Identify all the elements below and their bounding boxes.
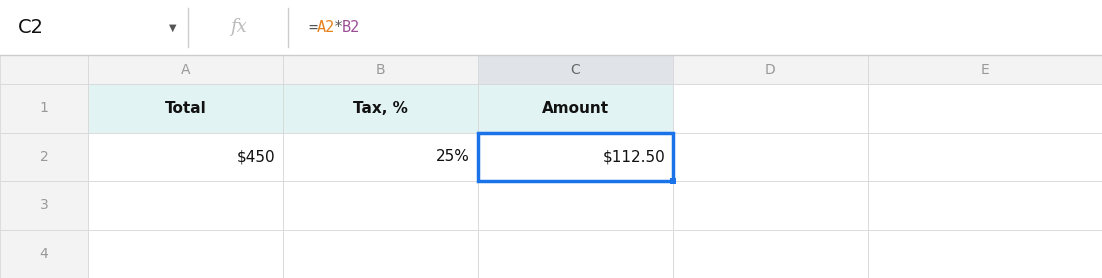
Bar [868, 84, 1102, 133]
Bar [478, 133, 673, 181]
Bar [673, 84, 868, 133]
Bar [868, 133, 1102, 181]
Bar [478, 84, 673, 133]
Bar [283, 55, 478, 84]
Bar [88, 181, 283, 230]
Bar [283, 133, 478, 181]
Text: $112.50: $112.50 [603, 149, 665, 164]
Bar [673, 55, 868, 84]
Text: fx: fx [229, 19, 247, 36]
Text: *: * [334, 20, 343, 35]
Bar [88, 133, 283, 181]
Bar [0, 0, 1102, 55]
Text: A: A [181, 63, 191, 76]
Bar [673, 230, 868, 278]
Bar [283, 84, 478, 133]
Text: 1: 1 [40, 101, 48, 115]
Text: $450: $450 [236, 149, 276, 164]
Text: B: B [376, 63, 386, 76]
Bar [673, 181, 868, 230]
Text: Tax, %: Tax, % [353, 101, 408, 116]
Bar [0, 230, 88, 278]
Bar [0, 84, 88, 133]
Bar [673, 133, 868, 181]
Bar [88, 55, 283, 84]
Bar [868, 55, 1102, 84]
Text: Total: Total [164, 101, 206, 116]
Bar [0, 181, 88, 230]
Text: C: C [571, 63, 581, 76]
Text: 4: 4 [40, 247, 48, 261]
Text: =: = [307, 20, 317, 35]
Bar [478, 55, 673, 84]
Bar [478, 181, 673, 230]
Text: 2: 2 [40, 150, 48, 164]
Bar [478, 133, 673, 181]
Text: A2: A2 [316, 20, 335, 35]
Text: 3: 3 [40, 198, 48, 212]
Bar [0, 55, 88, 84]
Bar [478, 230, 673, 278]
Bar [283, 230, 478, 278]
Text: B2: B2 [342, 20, 360, 35]
Text: D: D [765, 63, 776, 76]
Bar [868, 230, 1102, 278]
Text: C2: C2 [18, 18, 44, 37]
Bar [88, 230, 283, 278]
Text: E: E [981, 63, 990, 76]
Bar [868, 181, 1102, 230]
Text: ▼: ▼ [170, 23, 176, 33]
Bar [0, 133, 88, 181]
Bar [670, 178, 676, 184]
Text: 25%: 25% [436, 149, 469, 164]
Bar [283, 181, 478, 230]
Bar [88, 84, 283, 133]
Text: Amount: Amount [542, 101, 609, 116]
